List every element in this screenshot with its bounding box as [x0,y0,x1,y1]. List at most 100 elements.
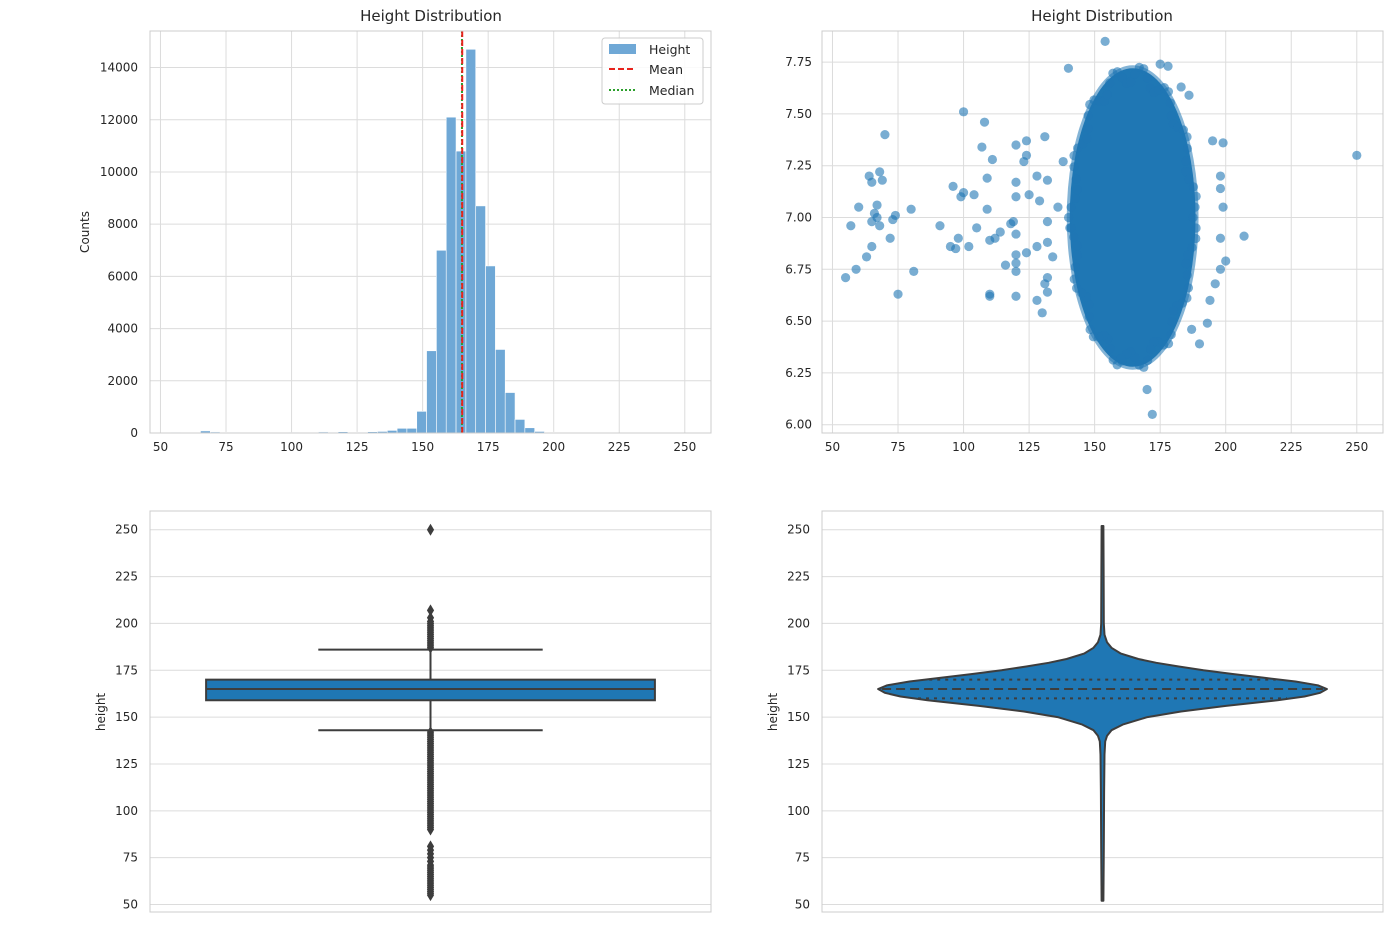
scatter-point [840,272,851,283]
y-tick-label: 14000 [100,61,138,75]
scatter-point [1191,233,1201,244]
box-outlier [426,823,435,836]
histogram-bar [514,419,526,434]
x-tick-label: 200 [1214,440,1237,454]
scatter-point [1082,133,1092,144]
scatter-point [1181,259,1191,269]
x-tick-label: 50 [153,440,168,454]
x-tick-label: 75 [890,440,905,454]
scatter-point [1142,73,1152,83]
scatter-point [1142,384,1152,395]
scatter-point [1167,316,1177,327]
box-outlier [426,889,435,902]
scatter-point [872,200,882,210]
histogram-bar [426,350,437,434]
scatter-point [1187,242,1197,253]
scatter-point [1187,324,1197,334]
scatter-tick-labels: 50 75 100 125 150 175 200 225 250 6.00 6.25 6.50 6.7… [785,55,1368,454]
scatter-point [1037,308,1047,318]
y-tick-label: 6.75 [785,262,812,276]
y-tick-label: 6.50 [785,314,812,328]
scatter-point [1168,306,1179,316]
y-tick-label: 100 [787,804,810,818]
scatter-point [1102,89,1112,100]
scatter-point [1143,355,1153,366]
scatter-point [1205,295,1215,305]
y-tick-label: 12000 [100,113,138,127]
y-tick-label: 175 [115,663,138,677]
scatter-point [1165,98,1175,108]
scatter-point [1042,175,1053,185]
box-outlier [426,641,435,654]
x-tick-label: 150 [1083,440,1106,454]
scatter-point [985,291,995,301]
scatter-point [1011,291,1021,301]
scatter-point [1191,191,1201,201]
legend-swatch-height [609,44,636,54]
scatter-point [1083,124,1093,134]
histogram-bar [436,249,447,434]
scatter-point [1100,36,1110,46]
violin-marks [877,525,1328,902]
scatter-point [1146,344,1156,354]
scatter-point [1139,64,1149,74]
scatter-point [1085,324,1095,335]
y-tick-label: 125 [115,757,138,771]
scatter-dense-cluster [1069,68,1196,367]
scatter-point [909,266,919,276]
scatter-point [1011,177,1021,187]
y-tick-label: 175 [787,663,810,677]
violin-frame [821,510,1384,913]
scatter-point [1083,111,1093,121]
scatter-point [1071,174,1081,184]
histogram-bar [416,411,427,434]
scatter-point [1239,231,1249,241]
scatter-point [969,190,979,200]
scatter-point [1063,212,1074,223]
histogram-bar [495,349,506,434]
scatter-point [1063,63,1074,73]
histogram-frame [149,30,712,434]
scatter-point [1069,274,1079,284]
scatter-point [1134,360,1144,370]
scatter-point [1130,69,1140,79]
scatter-point [1021,248,1032,258]
violin-body [877,525,1328,902]
histogram-tick-labels: 50 75 100 125 150 175 200 225 250 0 2000 4000 6000 80… [100,61,696,454]
y-tick-label: 50 [795,898,810,912]
x-tick-label: 250 [1345,440,1368,454]
scatter-point [1011,140,1021,150]
scatter-point [1072,240,1082,251]
scatter-point [906,204,916,214]
scatter-point [1070,262,1080,272]
scatter-point [1126,77,1136,87]
scatter-point [1176,82,1186,92]
x-tick-label: 225 [608,440,631,454]
scatter-point [972,223,982,233]
y-tick-label: 225 [115,570,138,584]
scatter-point [1190,202,1200,212]
scatter-point [964,241,974,252]
scatter-point [1032,295,1042,305]
scatter-point [1032,171,1042,181]
scatter-point [1221,256,1231,266]
scatter-point [982,173,992,183]
x-tick-label: 150 [411,440,434,454]
scatter-point [1181,166,1191,177]
scatter-point [1048,252,1058,262]
scatter-point [1181,156,1191,166]
x-tick-label: 100 [280,440,303,454]
scatter-point [1053,202,1063,212]
violin-ylabel: height [766,693,780,732]
scatter-point [1202,318,1212,328]
x-tick-label: 225 [1280,440,1303,454]
scatter-point [861,252,872,262]
scatter-point [1166,111,1176,121]
scatter-point [1084,312,1094,322]
scatter-point [890,210,901,221]
x-tick-label: 50 [825,440,840,454]
scatter-point [958,188,969,198]
scatter-point [1072,184,1082,195]
y-tick-label: 200 [787,616,810,630]
